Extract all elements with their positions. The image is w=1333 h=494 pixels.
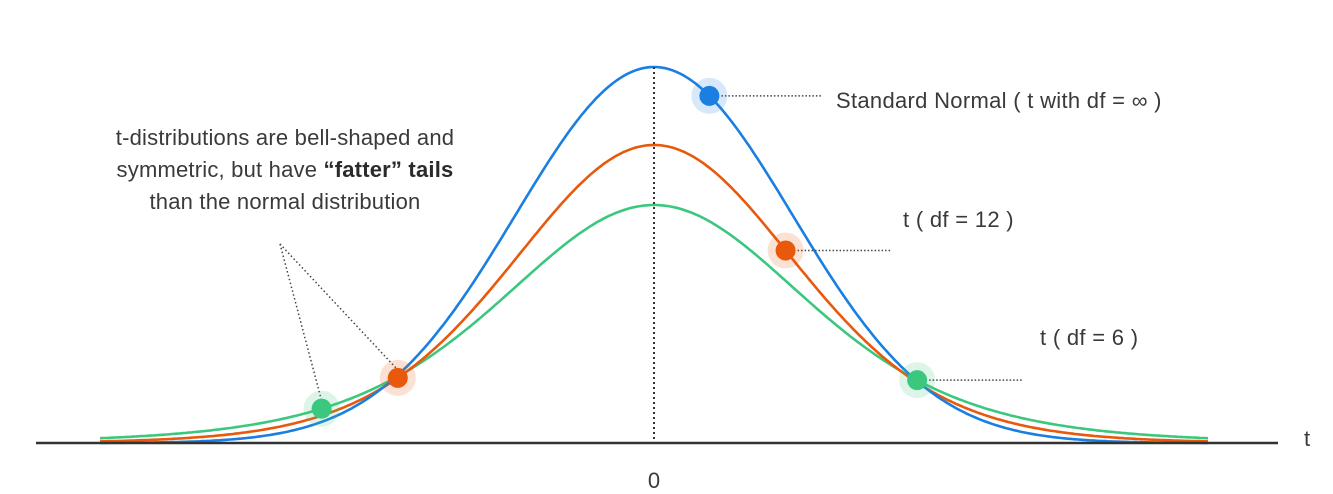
annotation-fatter-tails: “fatter” tails — [323, 157, 454, 182]
curve-df-6 — [99, 203, 1209, 440]
label-leader-lines — [279, 95, 1022, 401]
curve-markers — [303, 77, 936, 427]
curve-df-12 — [99, 143, 1209, 443]
annotation-note: t-distributions are bell-shaped and symm… — [40, 122, 530, 218]
annotation-line-2: symmetric, but have “fatter” tails — [40, 154, 530, 186]
x-axis-name: t — [1304, 426, 1311, 451]
note-pointer-df-12 — [279, 243, 399, 371]
marker-df-12 — [775, 240, 796, 261]
annotation-line-3: than the normal distribution — [149, 189, 421, 214]
annotation-line-2-text: symmetric, but have — [116, 157, 324, 182]
series-label-df-6: t ( df = 6 ) — [1040, 325, 1139, 350]
marker-left-df-12 — [387, 367, 408, 388]
series-label-df-12: t ( df = 12 ) — [903, 207, 1014, 232]
series-label-standard-normal: Standard Normal ( t with df = ∞ ) — [836, 88, 1162, 113]
x-axis-tick-zero: 0 — [647, 468, 661, 493]
marker-df-infinity — [699, 85, 720, 106]
marker-left-df-6 — [311, 398, 332, 419]
annotation-line-1: t-distributions are bell-shaped and — [115, 125, 455, 150]
note-pointer-df-6 — [279, 243, 323, 401]
t-distribution-diagram — [36, 65, 1278, 445]
marker-df-6 — [907, 370, 928, 391]
